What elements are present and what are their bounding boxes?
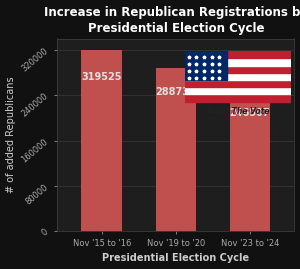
Text: 288735: 288735 bbox=[155, 87, 196, 97]
Bar bbox=[81, 50, 122, 231]
Bar bbox=[230, 91, 270, 231]
X-axis label: Presidential Election Cycle: Presidential Election Cycle bbox=[102, 253, 250, 263]
Bar bbox=[184, 66, 291, 73]
Text: 246507: 246507 bbox=[230, 108, 270, 118]
Bar bbox=[155, 68, 196, 231]
Y-axis label: # of added Republicans: # of added Republicans bbox=[6, 77, 16, 193]
Text: Audit The Vote: Audit The Vote bbox=[206, 107, 269, 116]
Bar bbox=[184, 73, 291, 80]
Text: 319525: 319525 bbox=[82, 72, 122, 82]
Title: Increase in Republican Registrations by
Presidential Election Cycle: Increase in Republican Registrations by … bbox=[44, 6, 300, 34]
Bar bbox=[184, 87, 291, 94]
Bar bbox=[184, 80, 291, 87]
Bar bbox=[184, 51, 291, 58]
Bar bbox=[184, 51, 227, 80]
Bar bbox=[184, 94, 291, 102]
Bar bbox=[184, 58, 291, 66]
